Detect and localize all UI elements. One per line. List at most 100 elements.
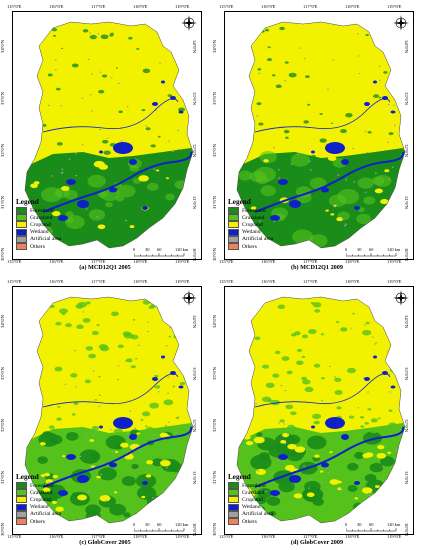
legend-swatch xyxy=(228,496,239,504)
legend-swatch xyxy=(16,228,27,236)
longitude-tick-label: 119°0'E xyxy=(387,279,402,284)
legend-item: Others xyxy=(228,518,298,526)
legend-label: Grassland xyxy=(30,489,53,496)
longitude-tick-label: 115°0'E xyxy=(7,534,22,539)
longitude-tick-label: 118°0'E xyxy=(345,4,360,9)
legend-swatch xyxy=(16,214,27,222)
longitude-tick-label: 116°0'E xyxy=(261,534,276,539)
legend-item: Grassland xyxy=(16,214,86,222)
legend: Legend Forestland Grassland Cropland Wetland… xyxy=(16,198,86,251)
scale-label: 60 xyxy=(369,522,374,527)
legend-swatch xyxy=(228,214,239,222)
legend-label: Artificial area xyxy=(30,511,62,518)
legend-label: Cropland xyxy=(242,496,263,503)
legend-item: Others xyxy=(16,243,86,251)
legend-swatch xyxy=(16,503,27,511)
legend-item: Forestland xyxy=(228,482,298,490)
latitude-tick-label: 34°0'N xyxy=(0,315,5,328)
panel-caption: (d) GlobCover 2009 xyxy=(290,539,344,546)
scale-label: 30 xyxy=(357,247,362,252)
legend: Legend Forestland Grassland Cropland Wetland… xyxy=(228,198,298,251)
legend-label: Artificial area xyxy=(30,236,62,243)
longitude-tick-label: 117°0'E xyxy=(91,4,106,9)
land-cover-map xyxy=(236,296,406,524)
legend-label: Others xyxy=(242,243,257,250)
land-cover-map xyxy=(236,21,406,249)
panel-caption: (c) GlobCover 2005 xyxy=(79,539,131,546)
panel-caption: (a) MCD12Q1 2005 xyxy=(79,264,131,271)
scale-label: 30 xyxy=(357,522,362,527)
legend-swatch xyxy=(16,243,27,251)
latitude-tick-label: 31°0'N xyxy=(403,471,409,484)
latitude-tick-label: 30°0'N xyxy=(211,523,217,536)
latitude-tick-label: 31°0'N xyxy=(0,471,5,484)
longitude-tick-label: 119°0'E xyxy=(175,279,190,284)
legend-swatch xyxy=(16,482,27,490)
latitude-tick-label: 32°0'N xyxy=(0,144,5,157)
latitude-tick-label: 33°0'N xyxy=(0,92,5,105)
map-frame: Legend Forestland Grassland Cropland Wetland… xyxy=(12,11,202,260)
latitude-tick-label: 30°0'N xyxy=(0,248,5,261)
longitude-tick-label: 116°0'E xyxy=(49,534,64,539)
legend-label: Wetland xyxy=(242,229,261,236)
longitude-tick-label: 117°0'E xyxy=(91,279,106,284)
latitude-tick-label: 30°0'N xyxy=(403,523,409,536)
legend-label: Cropland xyxy=(30,496,51,503)
longitude-tick-label: 119°0'E xyxy=(175,259,190,264)
longitude-tick-label: 116°0'E xyxy=(49,4,64,9)
legend-item: Grassland xyxy=(16,489,86,497)
latitude-tick-label: 33°0'N xyxy=(0,367,5,380)
latitude-tick-label: 34°0'N xyxy=(191,40,197,53)
legend-item: Cropland xyxy=(228,221,298,229)
legend-swatch xyxy=(228,518,239,526)
latitude-tick-label: 32°0'N xyxy=(191,419,197,432)
longitude-tick-label: 115°0'E xyxy=(7,4,22,9)
legend-label: Forestland xyxy=(30,207,54,214)
scale-bar: 0 30 60 120 km xyxy=(133,522,195,534)
north-arrow-icon xyxy=(181,290,197,306)
latitude-tick-label: 31°0'N xyxy=(191,196,197,209)
legend-swatch xyxy=(16,489,27,497)
scale-label: 120 km xyxy=(387,247,401,252)
latitude-tick-label: 32°0'N xyxy=(403,144,409,157)
longitude-tick-label: 118°0'E xyxy=(345,279,360,284)
river xyxy=(254,151,405,213)
legend-item: Forestland xyxy=(16,207,86,215)
panel-caption: (b) MCD12Q1 2009 xyxy=(291,264,343,271)
longitude-tick-label: 119°0'E xyxy=(387,4,402,9)
legend-item: Others xyxy=(228,243,298,251)
legend-item: Others xyxy=(16,518,86,526)
scale-label: 60 xyxy=(157,247,162,252)
north-arrow-icon xyxy=(181,15,197,31)
north-arrow-icon xyxy=(393,15,409,31)
map-frame: Legend Forestland Grassland Cropland Wetland… xyxy=(224,286,414,535)
map-frame: Legend Forestland Grassland Cropland Wetland… xyxy=(12,286,202,535)
latitude-tick-label: 33°0'N xyxy=(403,367,409,380)
legend-label: Forestland xyxy=(242,207,266,214)
legend: Legend Forestland Grassland Cropland Wetland… xyxy=(228,473,298,526)
legend-item: Cropland xyxy=(16,496,86,504)
legend-item: Grassland xyxy=(228,214,298,222)
scale-label: 60 xyxy=(369,247,374,252)
longitude-tick-label: 115°0'E xyxy=(219,259,234,264)
longitude-tick-label: 116°0'E xyxy=(261,4,276,9)
legend-label: Others xyxy=(242,518,257,525)
river xyxy=(254,426,405,488)
latitude-tick-label: 31°0'N xyxy=(211,471,217,484)
longitude-tick-label: 118°0'E xyxy=(133,534,148,539)
longitude-tick-label: 116°0'E xyxy=(261,259,276,264)
longitude-tick-label: 118°0'E xyxy=(133,4,148,9)
scale-label: 120 km xyxy=(387,522,401,527)
legend-label: Grassland xyxy=(242,214,265,221)
longitude-tick-label: 118°0'E xyxy=(133,279,148,284)
latitude-tick-label: 34°0'N xyxy=(211,40,217,53)
legend-swatch xyxy=(228,207,239,215)
latitude-tick-label: 32°0'N xyxy=(0,419,5,432)
legend-item: Forestland xyxy=(228,207,298,215)
legend-item: Forestland xyxy=(16,482,86,490)
legend-item: Wetland xyxy=(16,503,86,511)
latitude-tick-label: 33°0'N xyxy=(211,92,217,105)
legend-title: Legend xyxy=(228,198,251,206)
longitude-tick-label: 119°0'E xyxy=(387,259,402,264)
longitude-tick-label: 118°0'E xyxy=(345,259,360,264)
